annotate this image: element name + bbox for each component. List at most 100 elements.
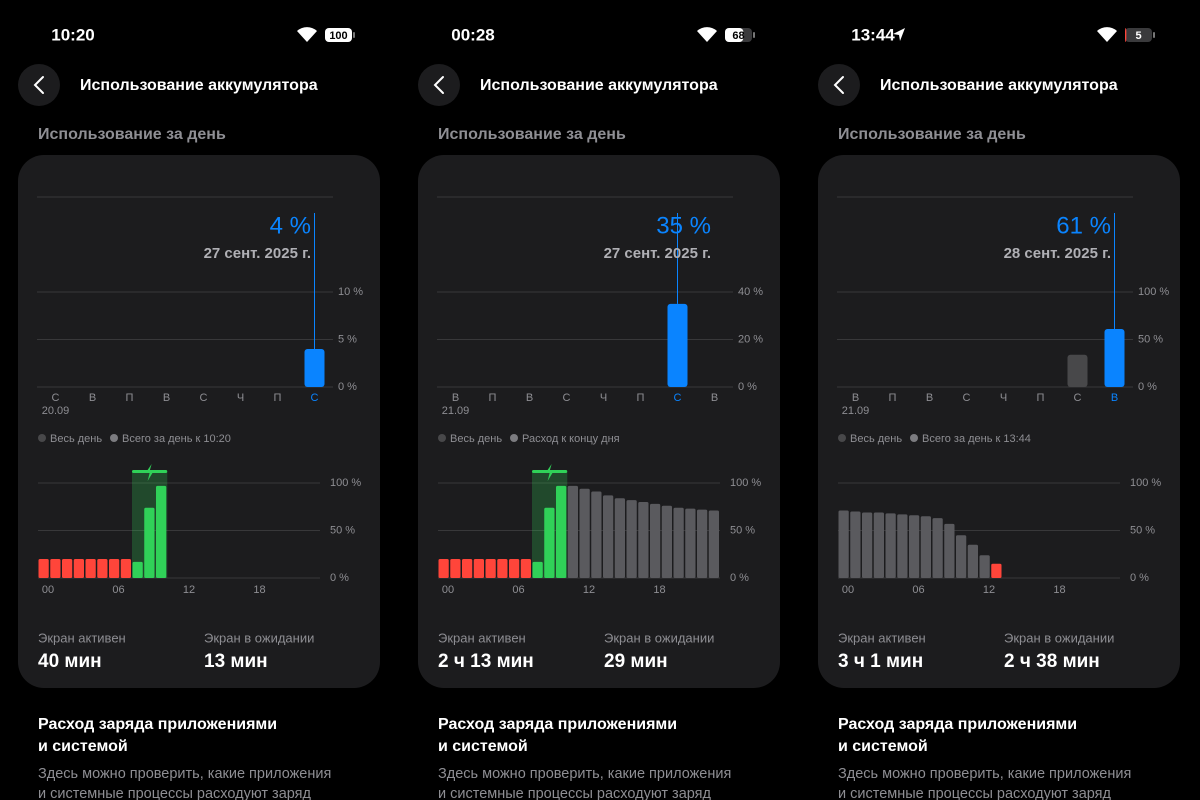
y-tick-label: 0 % — [330, 572, 349, 584]
hour-bar — [132, 561, 143, 578]
stat-value: 2 ч 13 мин — [438, 651, 534, 672]
day-bar — [1067, 354, 1088, 387]
y-tick-label: 0 % — [1138, 381, 1157, 393]
stat-label: Экран в ожидании — [204, 630, 314, 645]
start-date: 21.09 — [842, 405, 870, 417]
x-tick-label: П — [1037, 392, 1045, 404]
hour-bar — [591, 491, 602, 578]
selected-date: 27 сент. 2025 г. — [604, 245, 711, 262]
y-tick-label: 50 % — [1138, 333, 1163, 345]
hour-bar — [944, 523, 955, 578]
stat-value: 2 ч 38 мин — [1004, 651, 1100, 672]
y-tick-label: 0 % — [738, 381, 757, 393]
y-tick-label: 100 % — [1130, 477, 1161, 489]
hour-bar — [120, 559, 131, 578]
start-date: 20.09 — [42, 405, 70, 417]
hour-bar — [497, 559, 508, 578]
hour-bar — [614, 498, 625, 578]
back-chevron — [33, 76, 44, 94]
stat-label: Экран активен — [438, 630, 526, 645]
location-icon — [893, 28, 905, 41]
hour-bar — [544, 507, 555, 578]
x-tick-label: В — [452, 392, 459, 404]
y-tick-label: 0 % — [730, 572, 749, 584]
x-tick-label: 00 — [442, 584, 454, 596]
legend-label: Всего за день к 13:44 — [922, 433, 1031, 445]
x-tick-label: П — [274, 392, 282, 404]
x-tick-label: Ч — [237, 392, 244, 404]
x-tick-label: С — [200, 392, 208, 404]
legend-label: Весь день — [850, 433, 902, 445]
hour-bar — [673, 507, 684, 578]
day-bar — [1104, 329, 1125, 387]
x-tick-label: В — [1111, 392, 1118, 404]
section-title: Использование за день — [838, 126, 1026, 143]
legend-dot — [38, 434, 46, 442]
hour-bar — [579, 488, 590, 578]
back-button[interactable] — [818, 64, 860, 106]
hour-bar — [556, 485, 567, 578]
x-tick-label: 12 — [183, 584, 195, 596]
stat-value: 13 мин — [204, 651, 268, 672]
footer-body: и системные процессы расходуют заряд — [838, 786, 1112, 800]
x-tick-label: В — [711, 392, 718, 404]
hour-bar — [97, 559, 108, 578]
x-tick-label: 18 — [253, 584, 265, 596]
hour-bar — [603, 495, 614, 578]
footer-body: Здесь можно проверить, какие приложения — [838, 766, 1131, 782]
stat-value: 29 мин — [604, 651, 668, 672]
selected-value: 4 % — [270, 212, 311, 239]
footer-heading: Расход заряда приложениями — [38, 716, 277, 733]
selected-date: 28 сент. 2025 г. — [1004, 245, 1111, 262]
card — [818, 155, 1180, 688]
y-tick-label: 40 % — [738, 286, 763, 298]
status-time: 13:44 — [851, 25, 895, 44]
footer-heading: и системой — [438, 738, 528, 755]
card — [18, 155, 380, 688]
hour-bar — [979, 555, 990, 578]
x-tick-label: П — [126, 392, 134, 404]
x-tick-label: 06 — [512, 584, 524, 596]
hour-bar — [85, 559, 96, 578]
section-title: Использование за день — [438, 126, 626, 143]
legend-label: Весь день — [450, 433, 502, 445]
battery-tip — [353, 32, 355, 38]
x-tick-label: В — [926, 392, 933, 404]
x-tick-label: П — [489, 392, 497, 404]
hour-bar — [626, 500, 637, 578]
y-tick-label: 100 % — [730, 477, 761, 489]
hour-bar — [485, 559, 496, 578]
start-date: 21.09 — [442, 405, 470, 417]
x-tick-label: П — [637, 392, 645, 404]
hour-bar — [909, 515, 920, 578]
selected-value: 61 % — [1056, 212, 1111, 239]
status-time: 00:28 — [451, 25, 494, 44]
x-tick-label: Ч — [1000, 392, 1007, 404]
y-tick-label: 50 % — [1130, 524, 1155, 536]
x-tick-label: В — [89, 392, 96, 404]
legend-label: Расход к концу дня — [522, 433, 620, 445]
battery-label: 5 — [1135, 30, 1141, 42]
x-tick-label: С — [963, 392, 971, 404]
legend-dot — [510, 434, 518, 442]
x-tick-label: С — [563, 392, 571, 404]
x-tick-label: С — [52, 392, 60, 404]
back-button[interactable] — [418, 64, 460, 106]
hour-bar — [661, 505, 672, 578]
footer-heading: и системой — [838, 738, 928, 755]
legend-label: Весь день — [50, 433, 102, 445]
footer-body: и системные процессы расходуют заряд — [438, 786, 712, 800]
hour-bar — [967, 544, 978, 578]
footer-body: Здесь можно проверить, какие приложения — [438, 766, 731, 782]
back-button[interactable] — [18, 64, 60, 106]
section-title: Использование за день — [38, 126, 226, 143]
stat-value: 3 ч 1 мин — [838, 651, 923, 672]
hour-bar — [462, 559, 473, 578]
battery-level — [725, 28, 744, 42]
footer-heading: и системой — [38, 738, 128, 755]
wifi-icon — [1097, 27, 1117, 42]
legend-dot — [838, 434, 846, 442]
hour-bar — [873, 512, 884, 578]
x-tick-label: 18 — [1053, 584, 1065, 596]
